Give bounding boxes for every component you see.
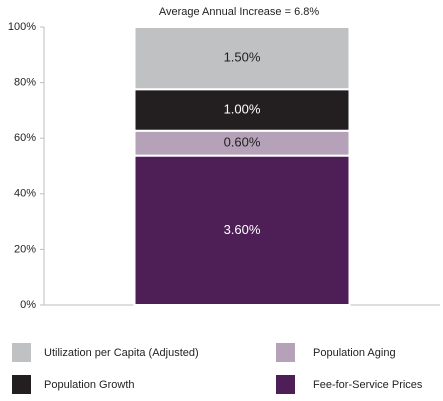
y-tick-label: 100% (8, 21, 36, 33)
legend-label: Population Aging (313, 347, 396, 359)
legend-swatch (276, 375, 295, 394)
legend-label: Fee-for-Service Prices (313, 379, 423, 391)
data-label: 0.60% (224, 135, 261, 150)
bar-segment (133, 26, 351, 91)
data-label: 3.60% (224, 222, 261, 237)
data-label: 1.00% (224, 101, 261, 116)
bar-segment (133, 154, 351, 306)
legend-swatch (276, 343, 295, 362)
legend-label: Utilization per Capita (Adjusted) (44, 347, 199, 359)
bar-segment (133, 88, 351, 132)
bar-segment (133, 129, 351, 157)
y-tick-label: 80% (14, 77, 36, 89)
y-tick-label: 0% (20, 299, 36, 311)
data-label: 1.50% (224, 50, 261, 65)
legend-label: Population Growth (44, 379, 135, 391)
chart-title: Average Annual Increase = 6.8% (159, 6, 320, 18)
y-tick-label: 40% (14, 188, 36, 200)
legend-swatch (12, 375, 31, 394)
legend-swatch (12, 343, 31, 362)
y-tick-label: 20% (14, 243, 36, 255)
y-tick-label: 60% (14, 132, 36, 144)
